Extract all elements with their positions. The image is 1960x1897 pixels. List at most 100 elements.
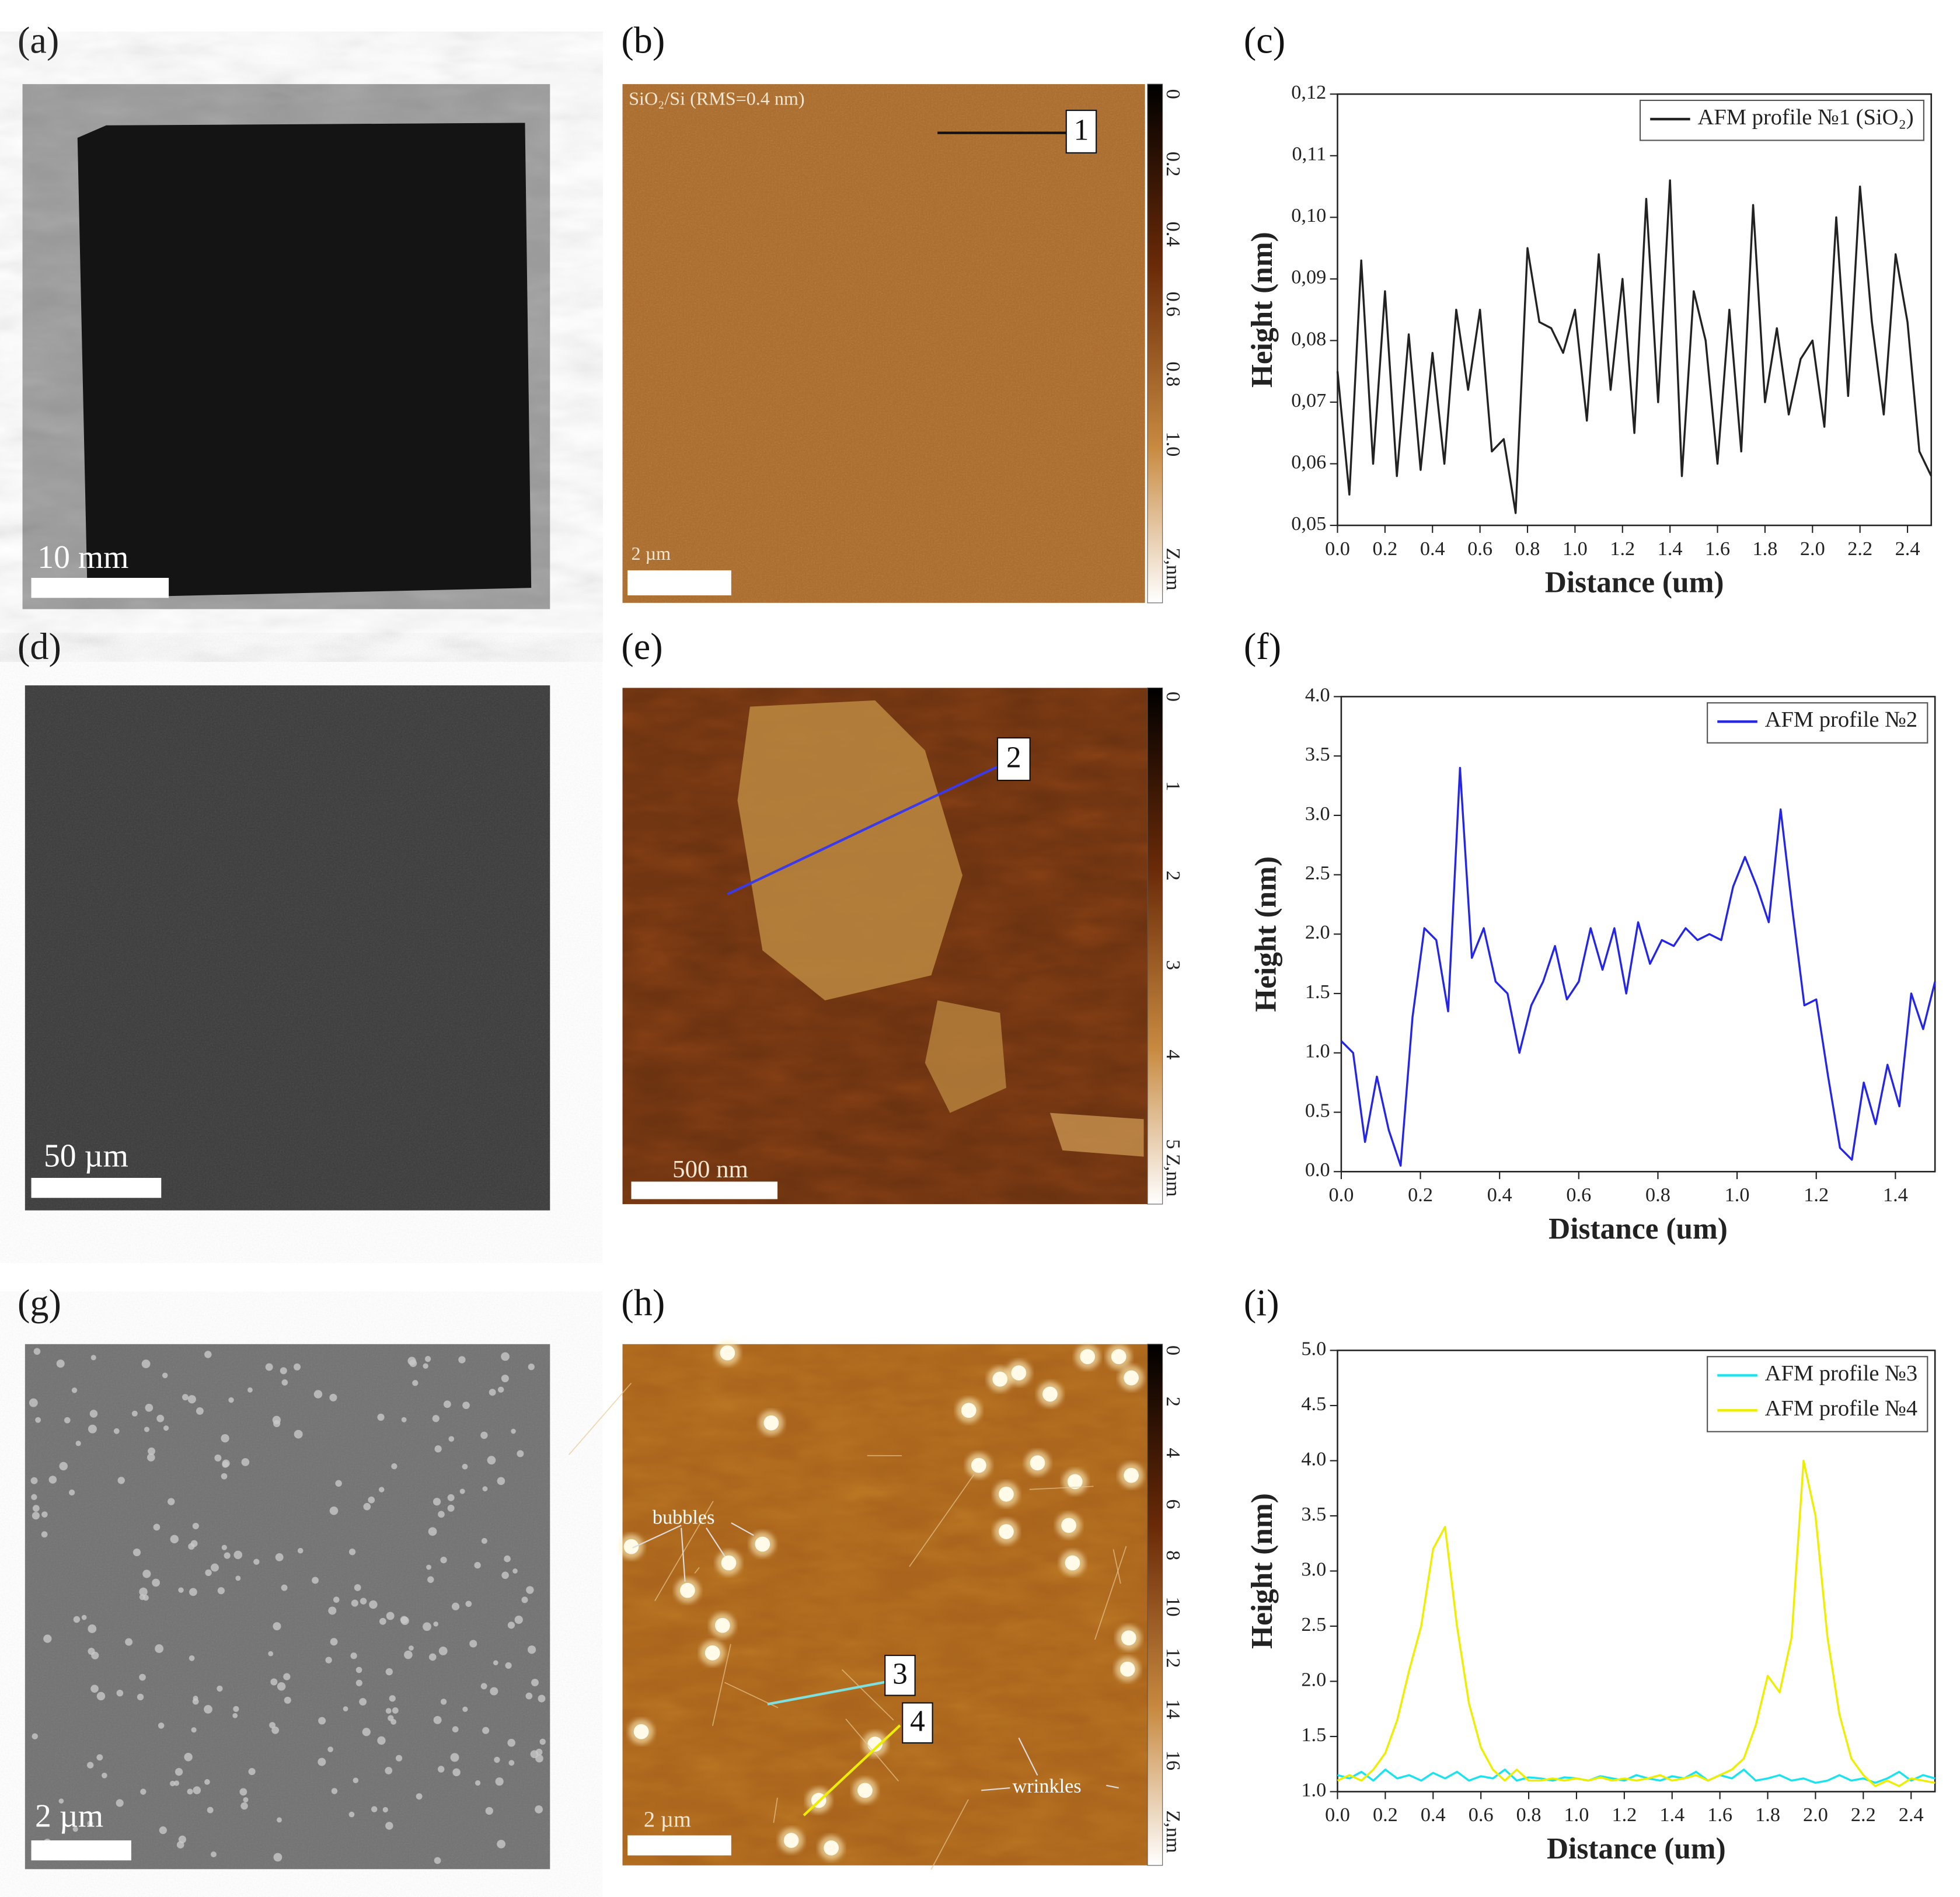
dot <box>343 1706 348 1711</box>
dot <box>58 1798 64 1804</box>
panel-label: (i) <box>1244 1282 1279 1323</box>
dot <box>501 1352 510 1361</box>
dot <box>351 1599 358 1607</box>
dot <box>91 1651 99 1659</box>
bubble <box>1121 1630 1136 1645</box>
x-tick-label: 0.2 <box>1408 1184 1433 1206</box>
dot <box>235 1575 241 1581</box>
bubble <box>1067 1474 1083 1490</box>
y-tick-label: 2.0 <box>1305 921 1330 943</box>
dot <box>175 1767 183 1776</box>
colorbar-label: 16 <box>1162 1750 1184 1770</box>
data-line <box>1337 1459 1935 1787</box>
dot <box>489 1389 496 1396</box>
colorbar-label: 12 <box>1162 1648 1184 1668</box>
dot <box>147 1453 155 1462</box>
dot <box>530 1750 539 1759</box>
dot <box>528 1364 535 1371</box>
dot <box>137 1693 144 1701</box>
dot <box>29 1398 38 1407</box>
dot <box>192 1522 199 1530</box>
scale-bar-label: 2 µm <box>35 1798 103 1834</box>
dot <box>385 1822 393 1830</box>
marker-box <box>1065 109 1097 154</box>
dot <box>131 1410 138 1417</box>
dot <box>68 1489 75 1496</box>
dot <box>407 1357 416 1365</box>
dot <box>480 1683 487 1690</box>
dot <box>144 1427 150 1432</box>
dot <box>184 1753 193 1762</box>
x-tick-label: 1.8 <box>1755 1804 1780 1826</box>
wrinkle <box>909 1474 975 1567</box>
dot <box>462 1463 468 1470</box>
x-tick-label: 2.0 <box>1803 1804 1828 1826</box>
dot <box>368 1496 375 1504</box>
dot <box>507 1739 515 1747</box>
scale-bar <box>631 1181 778 1199</box>
dot <box>224 1552 231 1559</box>
dot <box>450 1753 459 1762</box>
dot <box>348 1549 356 1556</box>
bubble <box>1080 1349 1096 1365</box>
dot <box>162 1372 168 1379</box>
y-axis-title: Height (nm) <box>1250 856 1283 1012</box>
legend-frame <box>1707 1356 1928 1432</box>
dot <box>401 1417 407 1422</box>
scale-bar-label: 2 µm <box>631 543 671 564</box>
x-tick-label: 0.8 <box>1645 1184 1670 1206</box>
scale-bar-label: 10 mm <box>37 539 128 576</box>
dot <box>517 1450 524 1457</box>
x-tick-label: 1.0 <box>1564 1804 1589 1826</box>
dot <box>327 1746 333 1752</box>
x-tick-label: 2.0 <box>1800 538 1825 560</box>
scale-bar <box>31 578 169 598</box>
dot <box>539 1738 546 1745</box>
bubble <box>961 1403 976 1418</box>
dot <box>465 1600 472 1607</box>
dot <box>265 1363 273 1371</box>
dot <box>159 1826 167 1835</box>
dot <box>273 1622 281 1631</box>
wrinkle <box>712 1644 731 1726</box>
dot <box>88 1624 97 1633</box>
dot <box>221 1473 228 1480</box>
colorbar-label: 4 <box>1162 1448 1184 1458</box>
dot <box>330 1638 338 1646</box>
x-tick-label: 0.8 <box>1515 538 1540 560</box>
panel-label: (h) <box>621 1282 665 1323</box>
wrinkle <box>842 1669 894 1721</box>
x-tick-label: 1.2 <box>1804 1184 1829 1206</box>
dot <box>41 1531 48 1538</box>
colorbar-label: 0.4 <box>1162 222 1184 247</box>
dot <box>116 1689 124 1697</box>
colorbar-label: 5 <box>1162 1139 1184 1149</box>
wrinkle <box>930 1799 969 1870</box>
x-tick-label: 1.4 <box>1659 1804 1685 1826</box>
dot <box>318 1717 326 1725</box>
dot <box>204 1705 212 1714</box>
dot <box>196 1407 204 1415</box>
dot <box>31 1494 37 1501</box>
colorbar-unit: Z,nm <box>1162 1810 1184 1853</box>
dot <box>331 1788 338 1794</box>
dot <box>297 1547 304 1554</box>
bubble <box>721 1555 737 1571</box>
bubble <box>857 1783 873 1798</box>
x-tick-label: 1.6 <box>1707 1804 1732 1826</box>
dot <box>511 1428 516 1434</box>
x-axis-title: Distance (um) <box>1549 1212 1728 1246</box>
scale-bar <box>31 1840 131 1861</box>
dot <box>497 1477 505 1485</box>
dot <box>501 1375 509 1383</box>
dot <box>382 1807 388 1813</box>
dot <box>392 1707 399 1714</box>
dot <box>490 1687 498 1696</box>
annotation: wrinkles <box>1013 1775 1082 1797</box>
y-tick-label: 0.0 <box>1305 1159 1330 1181</box>
graphene-flake <box>925 1000 1006 1113</box>
profile-marker: 3 <box>892 1657 908 1690</box>
dot <box>462 1401 470 1410</box>
dot <box>512 1568 518 1574</box>
dot <box>423 1363 428 1369</box>
